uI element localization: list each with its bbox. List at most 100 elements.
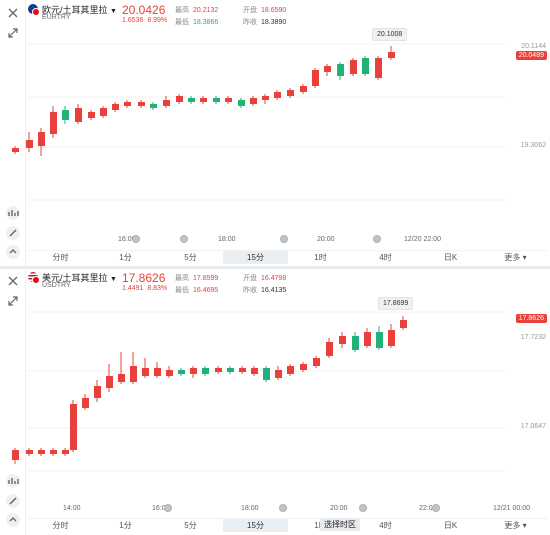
- expand-icon[interactable]: [4, 292, 22, 310]
- candle-body: [225, 98, 232, 102]
- settings-icon[interactable]: [4, 511, 22, 529]
- candle-body: [400, 320, 407, 328]
- more-timeframes-button[interactable]: 更多 ▾: [504, 253, 527, 262]
- candle-body: [238, 100, 245, 106]
- x-axis-label: 22:00: [419, 505, 437, 512]
- open-stat: 开盘 16.4798: [243, 275, 287, 282]
- more-timeframes-button[interactable]: 更多 ▾: [504, 521, 527, 530]
- timeframe-tab[interactable]: 日K: [443, 253, 458, 262]
- usdtry-header: 美元/土耳其里拉 ▼ USDTRY 17.8626 1.4491 8.83% 最…: [28, 270, 546, 294]
- timeframe-tab-active[interactable]: 15分: [223, 519, 288, 532]
- candle-body: [339, 336, 346, 344]
- pair-name[interactable]: 美元/土耳其里拉 ▼: [42, 273, 117, 283]
- usd-flag-icon: [28, 272, 40, 284]
- candle-body: [150, 104, 157, 108]
- candle-body: [82, 398, 89, 408]
- timeframe-tab[interactable]: 日K: [443, 521, 458, 530]
- expand-icon[interactable]: [4, 24, 22, 42]
- timeframe-tab[interactable]: 4时: [379, 253, 392, 262]
- candle-body: [118, 374, 125, 382]
- x-axis-label: 16:00: [118, 236, 136, 243]
- candle-body: [215, 368, 222, 372]
- close-icon[interactable]: [4, 4, 22, 22]
- timeframe-tab[interactable]: 4时: [379, 521, 392, 530]
- dropdown-icon[interactable]: ▼: [110, 8, 117, 15]
- candle-body: [227, 368, 234, 372]
- clock-icon[interactable]: [373, 235, 381, 243]
- timeframe-tab[interactable]: 1时: [314, 253, 327, 262]
- candle-body: [88, 112, 95, 118]
- clock-icon[interactable]: [132, 235, 140, 243]
- candle-body: [142, 368, 149, 376]
- candle-body: [124, 102, 131, 106]
- dropdown-icon[interactable]: ▼: [110, 276, 117, 283]
- close-icon[interactable]: [4, 272, 22, 290]
- candle-body: [26, 450, 33, 454]
- x-axis-label: 20:00: [330, 505, 348, 512]
- draw-icon[interactable]: [4, 492, 22, 510]
- clock-icon[interactable]: [164, 504, 172, 512]
- x-axis-label: 18:00: [241, 505, 259, 512]
- indicator-icon[interactable]: [4, 472, 22, 490]
- candle-body: [262, 96, 269, 100]
- indicator-icon[interactable]: [4, 204, 22, 222]
- x-axis-label: 20:00: [317, 236, 335, 243]
- candle-body: [50, 112, 57, 134]
- timeframe-tab-active[interactable]: 15分: [223, 251, 288, 264]
- pair-code: EURTRY: [42, 14, 71, 21]
- panel-divider: [0, 266, 550, 269]
- candle-body: [112, 104, 119, 110]
- candle-body: [352, 336, 359, 350]
- candle-body: [364, 332, 371, 346]
- clock-icon[interactable]: [279, 504, 287, 512]
- eurtry-panel: 欧元/土耳其里拉 ▼ EURTRY 20.0426 1.6536 8.99% 最…: [0, 0, 550, 267]
- candle-body: [38, 132, 45, 146]
- candle-body: [250, 98, 257, 104]
- candle-body: [312, 70, 319, 86]
- timeframe-tab[interactable]: 分时: [52, 253, 69, 262]
- high-stat: 最高 17.8599: [175, 275, 219, 282]
- timeframe-tab[interactable]: 分时: [52, 521, 69, 530]
- settings-icon[interactable]: [4, 243, 22, 261]
- timeframe-tab[interactable]: 1分: [119, 253, 132, 262]
- clock-icon[interactable]: [180, 235, 188, 243]
- timeframe-bar: 分时 1分 5分 15分 1时 4时 日K 更多 ▾: [28, 518, 548, 532]
- current-price-tag: 20.0489: [515, 51, 547, 60]
- candle-body: [326, 342, 333, 356]
- usdtry-panel: 美元/土耳其里拉 ▼ USDTRY 17.8626 1.4491 8.83% 最…: [0, 268, 550, 535]
- pair-name[interactable]: 欧元/土耳其里拉 ▼: [42, 5, 117, 15]
- candle-body: [213, 98, 220, 102]
- eurtry-header: 欧元/土耳其里拉 ▼ EURTRY 20.0426 1.6536 8.99% 最…: [28, 2, 546, 26]
- x-axis-label: 16:00: [152, 505, 170, 512]
- eurtry-candlestick-chart[interactable]: [0, 0, 550, 267]
- clock-icon[interactable]: [359, 504, 367, 512]
- current-price: 17.8626: [122, 271, 166, 285]
- prev-close-stat: 昨收 18.3890: [243, 19, 287, 26]
- y-axis-label: 17.0647: [520, 423, 546, 430]
- candle-body: [50, 450, 57, 454]
- usdtry-candlestick-chart[interactable]: [0, 268, 550, 535]
- select-timezone-button[interactable]: 选择时区: [320, 518, 360, 531]
- candle-body: [75, 108, 82, 122]
- candle-body: [190, 368, 197, 374]
- draw-icon[interactable]: [4, 224, 22, 242]
- candle-body: [62, 110, 69, 120]
- candle-body: [388, 330, 395, 346]
- x-axis-label: 12/20 22:00: [404, 236, 441, 243]
- chart-toolbar: [0, 268, 26, 535]
- candle-body: [274, 92, 281, 98]
- timeframe-tab[interactable]: 1分: [119, 521, 132, 530]
- x-axis-label: 12/21 00:00: [493, 505, 530, 512]
- candle-body: [178, 370, 185, 374]
- candle-body: [324, 66, 331, 72]
- clock-icon[interactable]: [432, 504, 440, 512]
- candle-body: [287, 90, 294, 96]
- timeframe-bar: 分时 1分 5分 15分 1时 4时 日K 更多 ▾: [28, 250, 548, 264]
- y-axis-label: 19.3062: [520, 142, 546, 149]
- candle-body: [200, 98, 207, 102]
- candle-body: [263, 368, 270, 380]
- candle-body: [287, 366, 294, 374]
- clock-icon[interactable]: [280, 235, 288, 243]
- timeframe-tab[interactable]: 5分: [184, 521, 197, 530]
- timeframe-tab[interactable]: 5分: [184, 253, 197, 262]
